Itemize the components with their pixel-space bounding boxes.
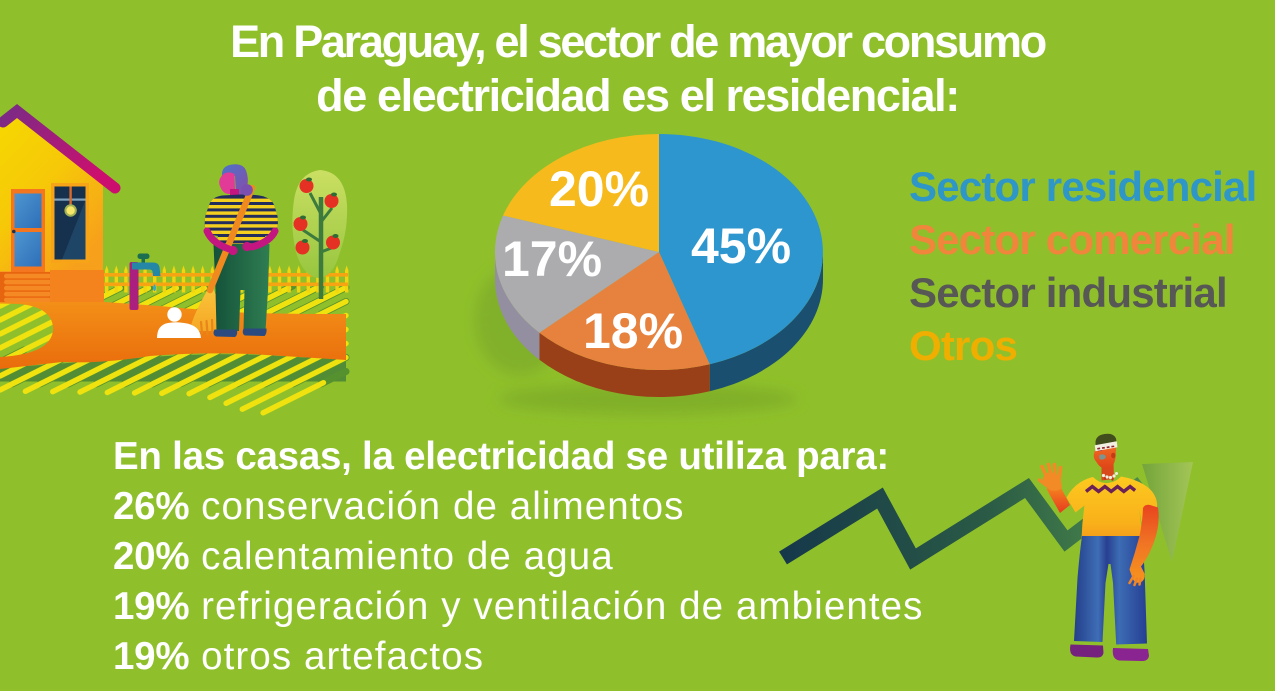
- svg-text:45%: 45%: [691, 218, 791, 274]
- svg-text:17%: 17%: [502, 231, 602, 287]
- svg-text:18%: 18%: [583, 303, 683, 359]
- svg-text:20%: 20%: [549, 161, 649, 217]
